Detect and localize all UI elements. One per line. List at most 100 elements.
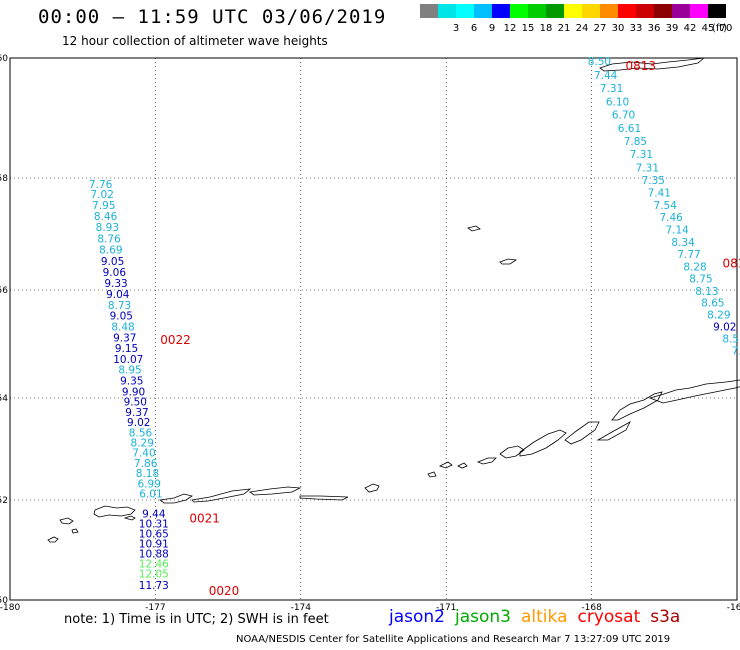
- colorbar-swatch: [582, 4, 600, 18]
- swh-point-label: 8.73: [108, 300, 131, 312]
- swh-point-label: 9.05: [110, 311, 133, 323]
- coastline-segment: [158, 493, 193, 504]
- lat-tick-label: 50: [0, 596, 8, 606]
- swh-point-label: 9.33: [104, 278, 127, 290]
- swh-point-label: 9.02: [713, 322, 736, 334]
- lat-tick-label: 52: [0, 496, 8, 506]
- coastline-segment: [596, 421, 631, 441]
- colorbar-tick-label: 21: [558, 23, 571, 34]
- coastline-segment: [648, 379, 740, 404]
- swh-point-label: 8.65: [701, 298, 724, 310]
- coastline-segment: [438, 461, 453, 469]
- colorbar-tick-label: 27: [594, 23, 607, 34]
- swh-point-label: 8.29: [131, 437, 154, 449]
- legend-entry-jason3: jason3: [455, 607, 511, 627]
- lat-tick-label: 54: [0, 394, 8, 404]
- coastline-segment: [93, 505, 136, 518]
- colorbar-swatch: [564, 4, 582, 18]
- pass-time-label: 0022: [160, 333, 191, 347]
- colorbar-swatch: [672, 4, 690, 18]
- swh-point-label: 8.93: [96, 222, 119, 234]
- legend-entry-altika: altika: [521, 607, 568, 627]
- swh-point-label: 7.31: [630, 149, 653, 161]
- swh-point-label: 7.85: [624, 136, 647, 148]
- swh-point-label: 10.65: [139, 529, 169, 541]
- swh-point-label: 7.: [732, 345, 740, 357]
- swh-point-label: 10.31: [139, 519, 169, 531]
- lon-tick-label: -165: [727, 603, 740, 610]
- coastline-segment: [611, 391, 663, 421]
- colorbar-tick-label: 36: [648, 23, 661, 34]
- colorbar-swatch: [636, 4, 654, 18]
- swh-point-label: 7.02: [91, 189, 114, 201]
- colorbar-swatch: [474, 4, 492, 18]
- colorbar-swatch: [438, 4, 456, 18]
- swh-point-label: 7.31: [636, 162, 659, 174]
- swh-point-label: 7.95: [92, 200, 115, 212]
- swh-point-label: 6.70: [612, 110, 635, 122]
- swh-point-label: 9.37: [125, 407, 148, 419]
- swh-point-label: 8.48: [111, 322, 134, 334]
- colorbar-swatch: [654, 4, 672, 18]
- swh-point-label: 8.95: [118, 365, 141, 377]
- swh-point-label: 8.28: [683, 261, 706, 273]
- credit-line: NOAA/NESDIS Center for Satellite Applica…: [236, 634, 671, 645]
- swh-point-label: 7.54: [654, 200, 678, 212]
- swh-point-label: 7.76: [89, 179, 113, 191]
- swh-point-label: 7.40: [132, 448, 155, 460]
- swh-point-label: 8.13: [695, 286, 718, 298]
- swh-point-label: 7.41: [648, 187, 671, 199]
- colorbar-swatch: [618, 4, 636, 18]
- colorbar-tick-label: 24: [576, 23, 589, 34]
- swh-point-label: 8.76: [97, 233, 121, 245]
- coastline-segment: [564, 421, 600, 445]
- swh-point-label: 9.50: [124, 397, 147, 409]
- lon-tick-label: -180: [0, 603, 20, 610]
- lon-tick-label: -168: [581, 603, 602, 610]
- colorbar-tick-label: 45: [702, 23, 715, 34]
- lon-tick-label: -171: [436, 603, 456, 610]
- lat-tick-label: 60: [0, 54, 8, 64]
- colorbar-swatch: [528, 4, 546, 18]
- colorbar-tick-label: 33: [630, 23, 643, 34]
- swh-point-label: 7.14: [665, 224, 689, 236]
- pass-time-label: 0813: [626, 59, 657, 73]
- coastline: [47, 57, 740, 543]
- swh-point-label: 6.61: [618, 123, 641, 135]
- coastline-segment: [47, 536, 59, 543]
- swh-point-label: 8.50: [588, 56, 611, 68]
- colorbar-tick-label: 30: [612, 23, 625, 34]
- lat-tick-label: 58: [0, 174, 8, 184]
- swh-point-label: 9.35: [120, 376, 143, 388]
- swh-point-label: 10.07: [113, 354, 143, 366]
- lon-tick-label: -177: [145, 603, 165, 610]
- colorbar-tick-label: 39: [666, 23, 679, 34]
- coastline-segment: [123, 515, 136, 521]
- swh-point-label: 8.29: [707, 310, 730, 322]
- swh-point-label: 8.46: [94, 211, 118, 223]
- map-frame: [9, 57, 738, 601]
- coastline-segment: [248, 486, 302, 496]
- colorbar-swatch: [420, 4, 438, 18]
- colorbar-tick-label: 42: [684, 23, 697, 34]
- swh-point-label: 7.46: [659, 212, 683, 224]
- swh-point-label: 9.15: [115, 343, 138, 355]
- coastline-segment: [457, 462, 468, 469]
- swh-point-label: 10.91: [139, 539, 169, 551]
- lat-tick-label: 56: [0, 286, 8, 296]
- swh-point-label: 9.02: [127, 417, 150, 429]
- colorbar-tick-label: 6: [471, 23, 477, 34]
- swh-point-label: 12.46: [139, 559, 169, 571]
- swh-point-label: 6.10: [606, 96, 629, 108]
- colorbar-swatch: [510, 4, 528, 18]
- coastline-segment: [519, 429, 567, 457]
- satellite-legend: jason2 jason3 altika cryosat s3a: [389, 607, 690, 627]
- legend-entry-cryosat: cryosat: [577, 607, 641, 627]
- colorbar-tick-label: 15: [522, 23, 535, 34]
- swh-point-label: 7.44: [594, 70, 618, 82]
- coastline-segment: [599, 57, 706, 72]
- swh-point-label: 9.05: [101, 256, 124, 268]
- coastline-segment: [476, 457, 497, 465]
- pass-time-label: 0021: [189, 512, 220, 526]
- coastline-segment: [499, 258, 518, 265]
